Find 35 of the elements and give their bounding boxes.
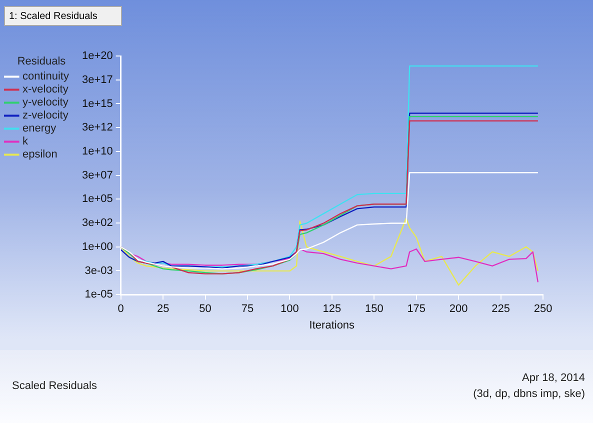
legend-title: Residuals [17,56,66,68]
legend-label: z-velocity [22,110,69,122]
x-tick-label: 0 [118,303,124,316]
y-tick-label: 3e+07 [82,169,113,182]
y-tick-label: 3e-03 [84,264,113,277]
legend-label: x-velocity [22,84,69,96]
legend-label: epsilon [22,148,58,161]
legend-label: k [22,136,28,148]
x-tick-label: 250 [534,303,552,316]
x-tick-label: 175 [407,303,426,316]
y-tick-label: 3e+12 [82,122,113,134]
x-tick-label: 100 [280,303,299,316]
y-tick-label: 1e+05 [82,193,113,206]
x-tick-label: 125 [322,303,342,316]
y-tick-label: 1e+20 [82,50,113,62]
legend-label: continuity [22,70,70,83]
y-tick-label: 1e+00 [82,240,113,253]
y-tick-label: 1e+15 [82,98,113,110]
y-tick-label: 1e-05 [84,288,113,301]
text: Apr 18, 2014 [522,372,585,384]
x-tick-label: 200 [449,303,468,316]
text: (3d, dp, dbns imp, ske) [473,388,585,400]
y-tick-label: 1e+10 [82,145,113,158]
x-tick-label: 75 [241,303,254,316]
x-tick-label: 150 [364,303,384,316]
y-tick-label: 3e+02 [82,217,113,230]
x-tick-label: 225 [492,303,510,316]
text: Scaled Residuals [12,380,97,392]
legend-label: y-velocity [22,96,69,109]
x-tick-label: 50 [199,303,212,316]
y-tick-label: 3e+17 [82,74,113,86]
x-axis-title: Iterations [309,319,356,332]
view-dropdown: 1: Scaled Residuals [4,6,122,26]
legend-label: energy [22,122,57,135]
x-tick-label: 25 [156,303,170,316]
